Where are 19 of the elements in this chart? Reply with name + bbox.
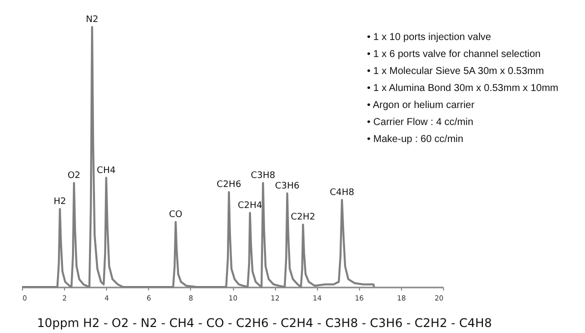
annotation: H2 [54, 197, 66, 207]
annotation: CO [168, 210, 182, 220]
annotation: N2 [86, 15, 98, 25]
annotation: • 1 x Molecular Sieve 5A 30m x 0.53mm [367, 66, 544, 77]
annotation: O2 [68, 171, 80, 181]
annotation: • 1 x 10 ports injection valve [367, 32, 492, 43]
annotation: C3H6 [274, 181, 300, 192]
annotation: • Make-up : 60 cc/min [367, 134, 464, 145]
annotation: C2H6 [216, 180, 242, 190]
annotation: • 1 x 6 ports valve for channel selection [367, 49, 541, 60]
annotation: C2H4 [238, 200, 262, 211]
text: 10ppm H2 - O2 - N2 - CH4 - CO - C2H6 - C2H4 - C3H8 - C3H6 - C2H2 - C4H8 [37, 316, 492, 330]
annotation: C3H8 [250, 171, 276, 181]
annotation: C2H2 [290, 212, 316, 223]
annotation: • 1 x Alumina Bond 30m x 0.53mm x 10mm [367, 83, 558, 94]
annotation: C4H8 [330, 188, 354, 198]
annotation: CH4 [96, 166, 116, 176]
annotation: • Carrier Flow : 4 cc/min [367, 117, 474, 128]
annotation: • Argon or helium carrier [367, 100, 476, 111]
